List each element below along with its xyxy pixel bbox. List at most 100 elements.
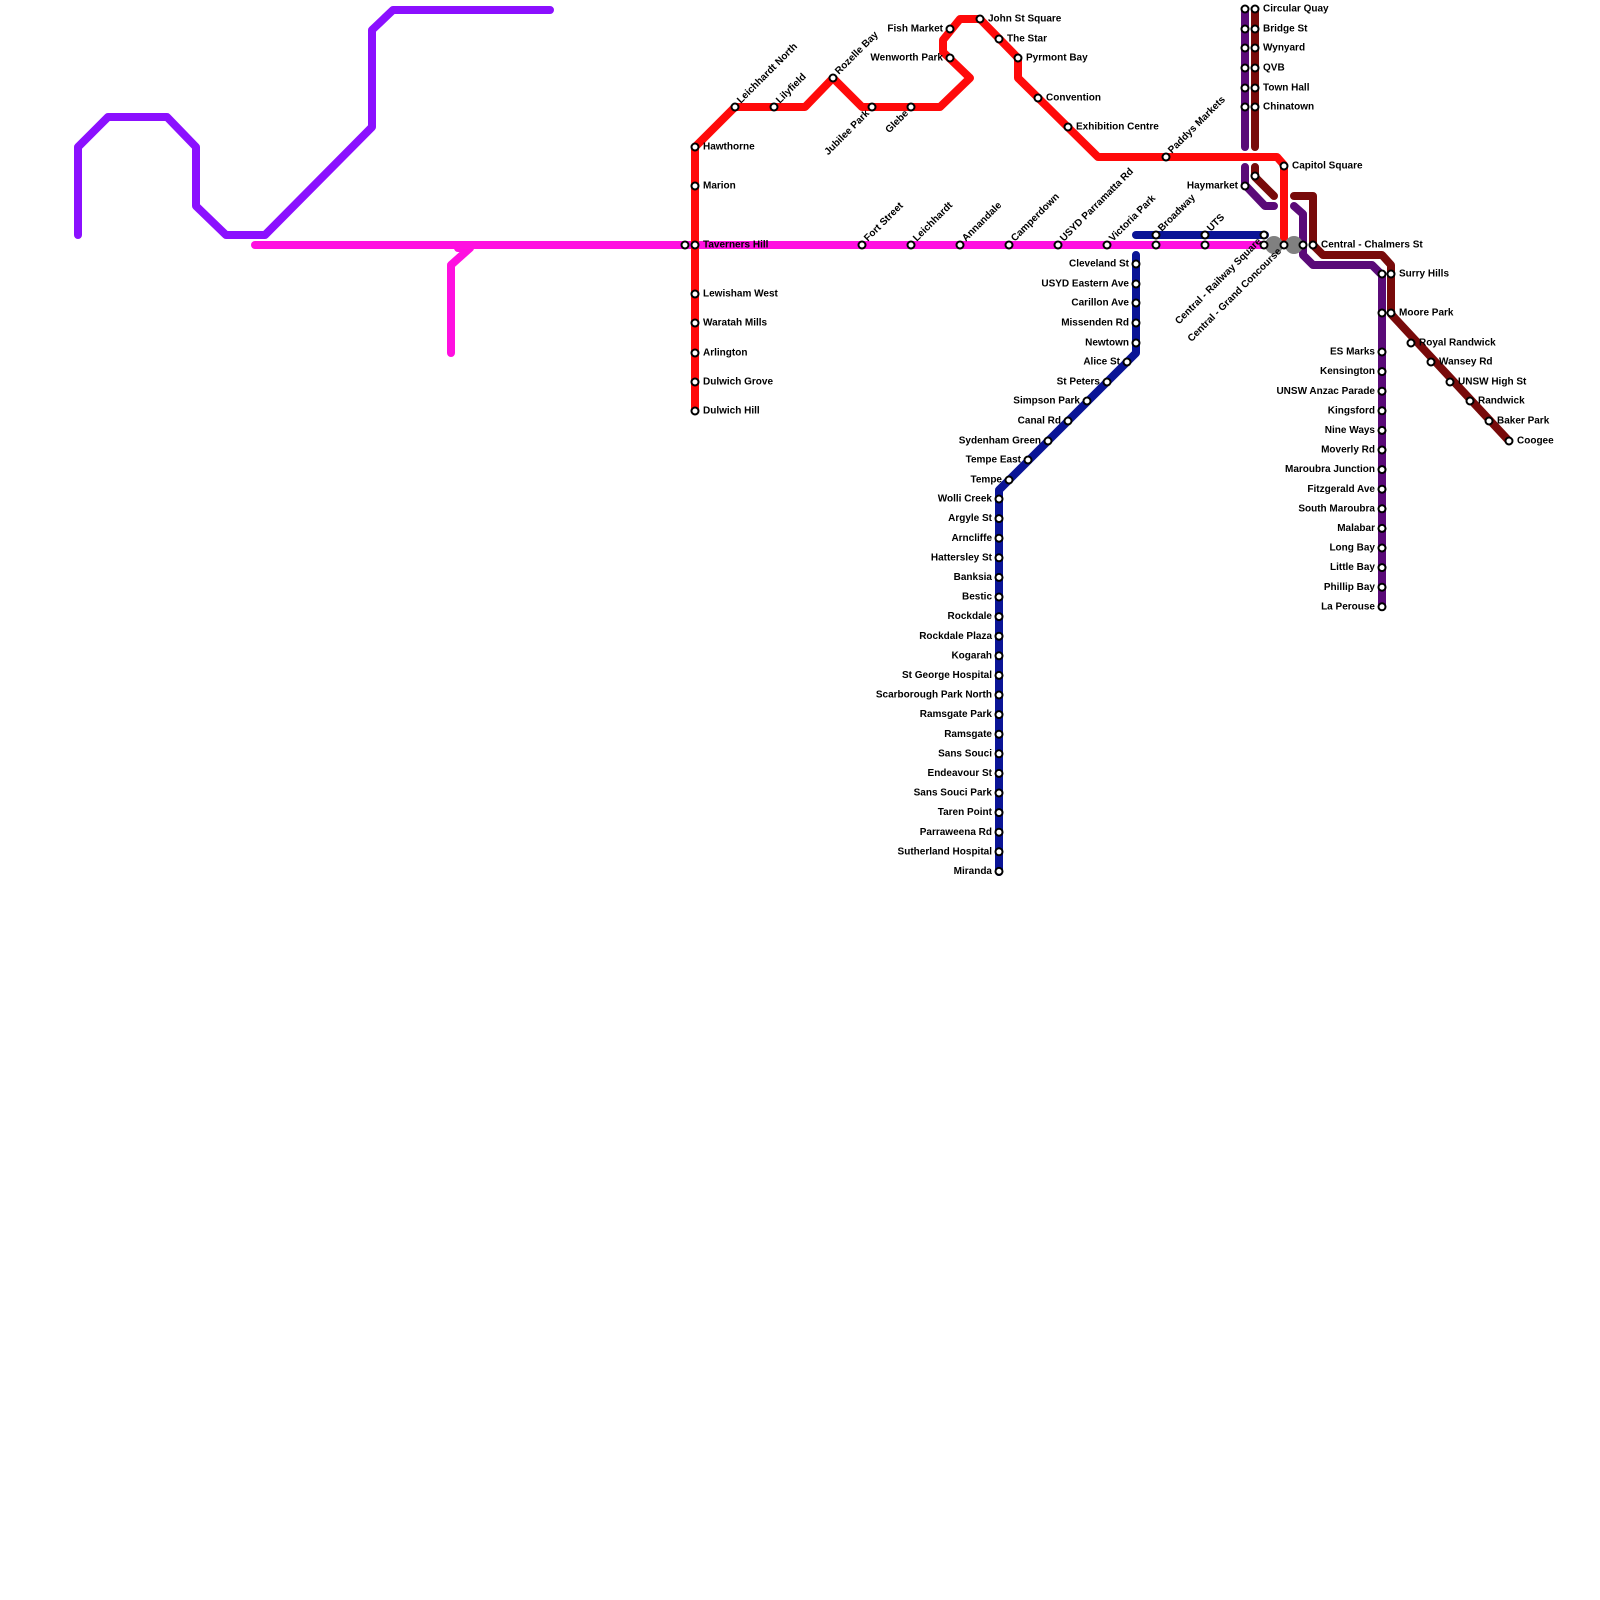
- violet-line: [74, 6, 554, 239]
- red-line: [691, 15, 1288, 414]
- station: [1043, 436, 1053, 446]
- maroon-line-south: [1290, 192, 1513, 445]
- station: [769, 102, 779, 112]
- station-label: Lilyfield: [774, 71, 809, 106]
- station: [1279, 161, 1289, 171]
- station-label: Bestic: [962, 592, 992, 603]
- station-label: Little Bay: [1330, 562, 1375, 573]
- station: [994, 494, 1004, 504]
- station-label: Taren Point: [938, 807, 993, 818]
- station-label: Hattersley St: [931, 552, 993, 563]
- station-label: Paddys Markets: [1166, 94, 1228, 156]
- station-label: Carillon Ave: [1071, 298, 1129, 309]
- station: [1406, 338, 1416, 348]
- station: [1131, 318, 1141, 328]
- station: [1063, 416, 1073, 426]
- station: [867, 102, 877, 112]
- station-label: Leichhardt: [911, 200, 955, 244]
- station-label: Parraweena Rd: [920, 827, 992, 838]
- station-label: UTS: [1205, 212, 1227, 234]
- station: [1240, 102, 1250, 112]
- station: [1465, 396, 1475, 406]
- station: [1023, 455, 1033, 465]
- station: [994, 808, 1004, 818]
- station: [994, 710, 1004, 720]
- station: [1445, 377, 1455, 387]
- station-label: Phillip Bay: [1324, 582, 1376, 593]
- station: [1013, 53, 1023, 63]
- interchanges: [1265, 236, 1303, 254]
- station: [1240, 24, 1250, 34]
- station: [1240, 43, 1250, 53]
- station: [994, 690, 1004, 700]
- station: [1377, 347, 1387, 357]
- station-label: Capitol Square: [1292, 161, 1363, 172]
- station: [1377, 425, 1387, 435]
- station-label: Royal Randwick: [1419, 338, 1496, 349]
- station-label: Nine Ways: [1325, 425, 1376, 436]
- station-label: St Peters: [1057, 377, 1101, 388]
- station-label: Arncliffe: [951, 533, 992, 544]
- station: [1151, 230, 1161, 240]
- station-label: John St Square: [988, 14, 1062, 25]
- station-label: Fort Street: [862, 200, 906, 244]
- station: [690, 377, 700, 387]
- station: [1377, 602, 1387, 612]
- station-label: Sutherland Hospital: [898, 846, 993, 857]
- station-label: Newtown: [1085, 338, 1129, 349]
- station-label: Exhibition Centre: [1076, 122, 1159, 133]
- station: [1004, 240, 1014, 250]
- station: [1377, 484, 1387, 494]
- station: [1377, 582, 1387, 592]
- station-label: Dulwich Grove: [703, 377, 773, 388]
- station: [1259, 240, 1269, 250]
- station: [994, 651, 1004, 661]
- station-label: Argyle St: [948, 513, 993, 524]
- station-label: Ramsgate Park: [920, 709, 993, 720]
- station: [994, 553, 1004, 563]
- station: [1131, 279, 1141, 289]
- station: [1279, 240, 1289, 250]
- station-label: Town Hall: [1263, 83, 1310, 94]
- station: [994, 827, 1004, 837]
- station-label: Fish Market: [887, 24, 943, 35]
- station: [994, 514, 1004, 524]
- station: [690, 318, 700, 328]
- station: [1131, 298, 1141, 308]
- station: [1377, 465, 1387, 475]
- station: [1377, 445, 1387, 455]
- station: [690, 348, 700, 358]
- station: [1200, 230, 1210, 240]
- station: [1377, 308, 1387, 318]
- station-label: ES Marks: [1330, 347, 1375, 358]
- station-label: Rockdale Plaza: [919, 631, 992, 642]
- station: [1386, 269, 1396, 279]
- station-label: Cleveland St: [1069, 259, 1130, 270]
- station: [1250, 83, 1260, 93]
- station: [994, 768, 1004, 778]
- station: [1240, 181, 1250, 191]
- station-label: Moore Park: [1399, 308, 1454, 319]
- station-label: Fitzgerald Ave: [1307, 484, 1375, 495]
- station: [994, 34, 1004, 44]
- station-label: Tempe: [971, 475, 1003, 486]
- station: [1377, 523, 1387, 533]
- station: [1033, 93, 1043, 103]
- station: [994, 729, 1004, 739]
- station-label: Kogarah: [951, 650, 992, 661]
- station-label: Haymarket: [1187, 181, 1239, 192]
- station: [730, 102, 740, 112]
- interchange: [1265, 236, 1283, 254]
- station: [1250, 24, 1260, 34]
- station-label: Sans Souci Park: [914, 788, 993, 799]
- station-label: Long Bay: [1329, 543, 1375, 554]
- interchange: [1285, 236, 1303, 254]
- station: [955, 240, 965, 250]
- station-label: Simpson Park: [1013, 396, 1080, 407]
- station-label: Dulwich Hill: [703, 406, 760, 417]
- station: [994, 866, 1004, 876]
- station-label: Wynyard: [1263, 43, 1305, 54]
- station-label: Wenworth Park: [870, 53, 943, 64]
- station: [1122, 357, 1132, 367]
- station-label: Miranda: [954, 866, 993, 877]
